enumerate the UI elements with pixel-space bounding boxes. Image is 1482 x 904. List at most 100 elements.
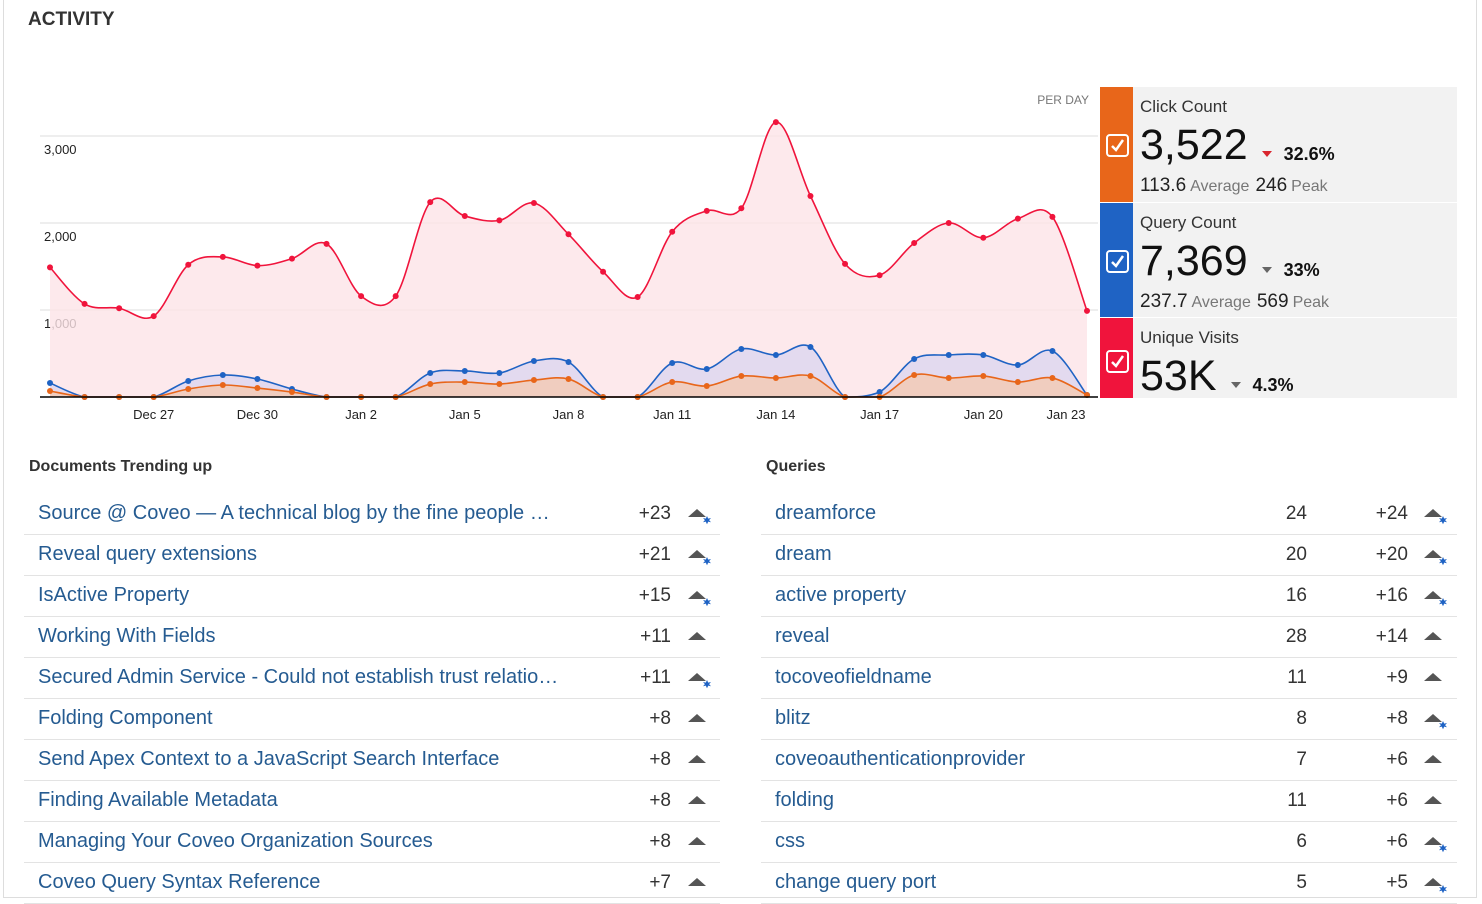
point: [219, 381, 226, 388]
trend-icon: [1422, 548, 1452, 573]
metric-panel: Query Count 7,369 33% 237.7 Average 569 Peak: [1100, 203, 1457, 317]
table-row: change query port 5 +5: [761, 863, 1457, 904]
check: [1111, 355, 1125, 368]
point: [738, 345, 745, 352]
x-tick-label: Jan 17: [860, 407, 899, 422]
query-link[interactable]: dreamforce: [775, 502, 877, 524]
point: [1014, 379, 1021, 386]
x-tick-label: Dec 27: [133, 407, 174, 422]
point: [254, 385, 261, 392]
query-link[interactable]: active property: [775, 584, 907, 606]
up-arrow: [1424, 755, 1442, 763]
section-title: ACTIVITY: [28, 9, 115, 30]
point: [461, 213, 468, 220]
table-row: Finding Available Metadata +8: [24, 781, 720, 822]
point: [219, 371, 226, 378]
legend-label: Unique Visits: [1140, 328, 1239, 347]
metric-change: 33%: [1283, 260, 1320, 280]
trend-arrow: [1230, 382, 1241, 388]
peak-label: Peak: [1291, 178, 1328, 195]
up-arrow: [688, 550, 711, 566]
document-link[interactable]: Source @ Coveo — A technical blog by the…: [38, 502, 550, 524]
point: [772, 375, 779, 382]
table-row: IsActive Property +15: [24, 576, 720, 617]
metric-stats: 113.6 Average 246 Peak: [1140, 175, 1334, 197]
point: [1049, 213, 1056, 220]
point: [47, 387, 53, 394]
query-link[interactable]: change query port: [775, 871, 937, 893]
legend-swatch: [1100, 318, 1133, 398]
table-row: dream 20 +20: [761, 535, 1457, 576]
point: [669, 228, 676, 235]
table-row: css 6 +6: [761, 822, 1457, 863]
legend-swatch: [1100, 203, 1133, 317]
document-link[interactable]: Reveal query extensions: [38, 543, 258, 565]
point: [565, 359, 572, 366]
query-link[interactable]: css: [775, 830, 805, 852]
trend-icon: [1422, 507, 1452, 532]
change: +23: [638, 503, 671, 524]
trend-icon: [1422, 589, 1452, 614]
trend-icon: [686, 507, 716, 532]
point: [911, 355, 918, 362]
document-link[interactable]: Working With Fields: [38, 625, 216, 647]
point: [530, 357, 537, 364]
document-link[interactable]: IsActive Property: [38, 584, 190, 606]
query-link[interactable]: folding: [775, 789, 834, 811]
count: 8: [1296, 708, 1307, 729]
query-link[interactable]: tocoveofieldname: [775, 666, 932, 688]
count: 16: [1285, 585, 1307, 606]
query-link[interactable]: reveal: [775, 625, 830, 647]
change: +15: [638, 585, 671, 606]
x-tick-label: Jan 14: [756, 407, 795, 422]
up-arrow: [688, 755, 706, 763]
query-link[interactable]: coveoauthenticationprovider: [775, 748, 1026, 770]
point: [565, 231, 572, 238]
point: [1049, 375, 1056, 382]
point: [219, 253, 226, 260]
table-row: tocoveofieldname 11 +9: [761, 658, 1457, 699]
metric-stats: 237.7 Average 569 Peak: [1140, 291, 1335, 313]
x-tick-label: Jan 23: [1046, 407, 1085, 422]
document-link[interactable]: Folding Component: [38, 707, 213, 729]
point: [842, 260, 849, 267]
up-arrow: [688, 673, 711, 689]
point: [1084, 307, 1090, 314]
checkbox: [1106, 350, 1129, 373]
change: +21: [638, 544, 671, 565]
change: +6: [1386, 790, 1408, 811]
trend-arrow: [1261, 151, 1272, 157]
x-tick-label: Jan 8: [553, 407, 585, 422]
up-arrow: [688, 837, 706, 845]
up-arrow: [688, 796, 706, 804]
change: +8: [1386, 708, 1408, 729]
trend-icon: [686, 671, 716, 696]
document-link[interactable]: Managing Your Coveo Organization Sources: [38, 830, 433, 852]
document-link[interactable]: Send Apex Context to a JavaScript Search…: [38, 748, 500, 770]
point: [980, 351, 987, 358]
query-link[interactable]: blitz: [775, 707, 811, 729]
point: [530, 199, 537, 206]
change: +7: [649, 872, 671, 893]
change: +6: [1386, 831, 1408, 852]
document-link[interactable]: Secured Admin Service - Could not establ…: [38, 666, 559, 688]
query-link[interactable]: dream: [775, 543, 832, 565]
change: +8: [649, 708, 671, 729]
count: 11: [1287, 790, 1307, 811]
document-link[interactable]: Finding Available Metadata: [38, 789, 278, 811]
table-row: Managing Your Coveo Organization Sources…: [24, 822, 720, 863]
x-tick-label: Jan 20: [964, 407, 1003, 422]
change: +8: [649, 749, 671, 770]
change: +24: [1375, 503, 1408, 524]
point: [185, 377, 192, 384]
check: [1111, 139, 1125, 152]
document-link[interactable]: Coveo Query Syntax Reference: [38, 871, 321, 893]
table-row: reveal 28 +14: [761, 617, 1457, 658]
point: [980, 234, 987, 241]
count: 11: [1287, 667, 1307, 688]
table-row: Coveo Query Syntax Reference +7: [24, 863, 720, 904]
trend-icon: [1422, 671, 1452, 696]
legend-swatch: [1100, 87, 1133, 202]
point: [461, 379, 468, 386]
point: [323, 240, 330, 247]
